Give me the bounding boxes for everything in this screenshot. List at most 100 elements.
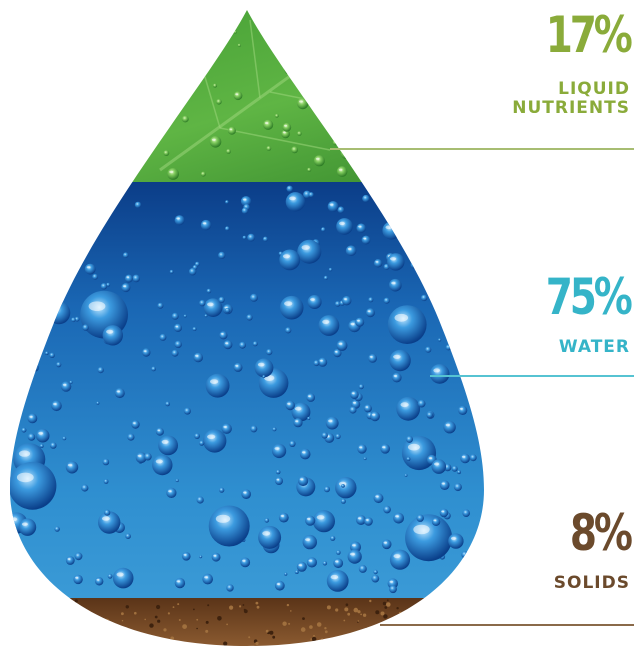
water-bubble-highlight [106, 329, 114, 334]
water-bubble-highlight [88, 217, 91, 220]
water-bubble-highlight [46, 224, 51, 227]
soil-speck [483, 619, 484, 624]
water-bubble [365, 308, 375, 318]
soil-speck [310, 638, 313, 640]
soil-speck [205, 629, 209, 633]
water-bubble-highlight [235, 364, 239, 367]
leaf-droplet [297, 131, 302, 136]
leaf-droplet [189, 49, 195, 55]
water-bubble [38, 329, 46, 338]
water-bubble-highlight [423, 242, 427, 245]
soil-speck [207, 604, 210, 607]
water-bubble [439, 508, 449, 518]
water-bubble-highlight [21, 522, 28, 526]
water-bubble-highlight [88, 301, 106, 312]
soil-speck [420, 630, 425, 635]
water-bubble [373, 493, 384, 504]
water-bubble-highlight [398, 190, 406, 195]
water-bubble [155, 427, 164, 436]
water-bubble-highlight [375, 495, 379, 498]
soil-speck [1, 637, 3, 639]
water-bubble [188, 268, 197, 276]
water-bubble [325, 416, 339, 430]
water-bubble [328, 267, 333, 272]
leaf-droplet [266, 146, 272, 151]
water-bubble [158, 435, 179, 456]
water-bubble-highlight [38, 431, 44, 435]
water-bubble-highlight [287, 402, 291, 405]
water-bubble [233, 362, 243, 372]
soil-speck [406, 616, 409, 619]
liquid-label-line-2: NUTRIENTS [512, 97, 630, 118]
water-bubble-highlight [356, 319, 360, 322]
water-bubble [92, 273, 98, 280]
water-bubble-highlight [143, 350, 147, 352]
water-bubble [324, 486, 330, 493]
soil-speck [217, 616, 222, 621]
water-bubble [361, 235, 371, 245]
water-bubble [125, 533, 131, 539]
soil-speck [433, 605, 437, 609]
leaf-droplet [200, 59, 206, 66]
water-bubble [144, 452, 152, 461]
water-bubble-highlight [116, 390, 121, 393]
water-bubble [380, 444, 391, 454]
soil-speck [345, 603, 349, 606]
soil-speck [386, 602, 391, 607]
leaf-droplet [180, 51, 192, 63]
water-bubble [456, 198, 466, 209]
water-bubble-highlight [433, 519, 437, 522]
leaf-droplet-highlight [264, 122, 269, 124]
water-bubble-highlight [295, 420, 299, 422]
water-bubble [199, 299, 206, 307]
water-bubble [71, 317, 76, 323]
water-bubble [157, 302, 164, 309]
soil-speck [384, 606, 388, 609]
water-bubble [112, 567, 134, 589]
water-bubble [240, 196, 252, 207]
water-bubble [10, 575, 17, 585]
water-bubble [472, 377, 480, 386]
leaf-droplet [152, 105, 162, 114]
soil-speck [144, 618, 146, 621]
water-bubble [183, 314, 187, 318]
leaf-droplet [301, 23, 306, 28]
water-bubble [431, 459, 447, 474]
water-bubble [420, 294, 428, 302]
water-bubble-highlight [67, 463, 73, 467]
water-bubble [43, 186, 49, 192]
water-bubble [100, 196, 108, 204]
soil-speck [449, 642, 453, 645]
water-bubble [246, 314, 253, 321]
water-bubble [10, 239, 13, 244]
water-bubble [241, 489, 251, 500]
water-bubble-highlight [207, 434, 216, 440]
water-bubble [368, 297, 374, 303]
water-bubble [363, 457, 367, 461]
soil-speck [269, 630, 274, 635]
water-bubble [405, 514, 453, 562]
water-bubble-highlight [202, 222, 207, 225]
leaf-droplet [263, 119, 274, 130]
water-bubble-highlight [195, 354, 199, 357]
soil-speck [398, 611, 403, 616]
water-bubble [396, 396, 421, 421]
water-bubble [373, 569, 378, 575]
water-bubble-highlight [328, 419, 333, 423]
leaf-droplet-highlight [282, 131, 286, 134]
soil-speck [421, 630, 426, 635]
leaf-droplet [178, 63, 184, 70]
water-bubble [371, 574, 380, 583]
leaf-droplet [292, 37, 301, 46]
water-bubble [453, 483, 462, 492]
water-bubble-highlight [122, 285, 127, 287]
water-bubble [426, 411, 433, 419]
water-bubble-highlight [394, 313, 409, 322]
water-bubble [392, 372, 402, 383]
water-bubble [336, 340, 348, 351]
water-bubble-highlight [322, 319, 330, 324]
water-bubble [252, 341, 258, 347]
water-bubble-highlight [175, 325, 179, 328]
soil-speck [226, 623, 229, 626]
water-bubble [46, 227, 56, 237]
